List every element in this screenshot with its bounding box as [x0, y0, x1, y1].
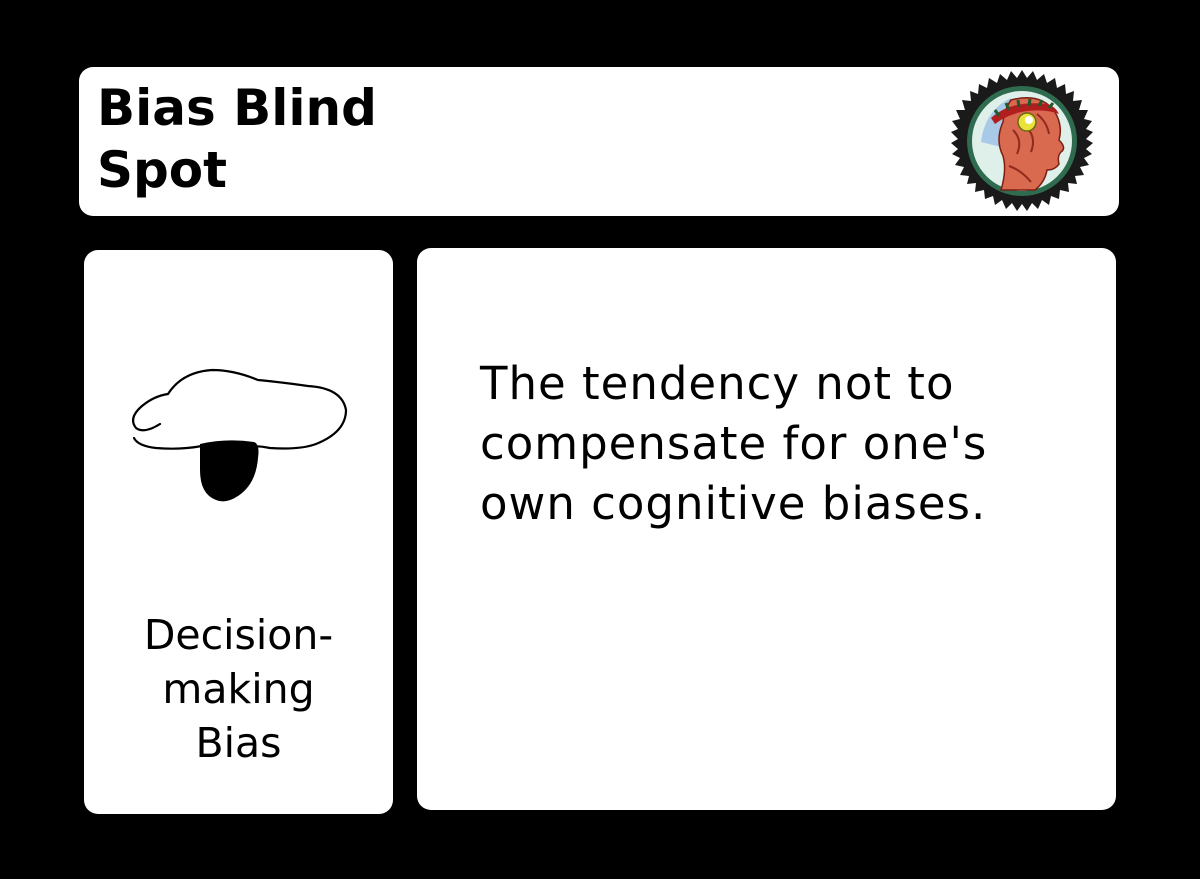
category-label-line-3: Bias: [195, 719, 282, 767]
eyepatch-patch: [200, 440, 259, 502]
card-title: Bias Blind Spot: [97, 77, 497, 201]
card-title-line-2: Spot: [97, 141, 228, 199]
description-text: The tendency not to compensate for one's…: [480, 357, 988, 530]
emblem-pupil: [1025, 116, 1033, 124]
card-title-line-1: Bias Blind: [97, 79, 377, 137]
emblem-face-texture: [1008, 113, 1050, 183]
title-card: Bias Blind Spot: [79, 67, 1119, 216]
description-card: The tendency not to compensate for one's…: [417, 248, 1116, 810]
eyepatch-icon: [131, 368, 348, 502]
category-label-line-1: Decision-: [143, 611, 334, 659]
emblem-face: [998, 97, 1065, 191]
laurel-head-emblem-icon: [951, 70, 1093, 211]
category-card: Decision- making Bias: [84, 250, 393, 814]
emblem-laurel-leaves: [993, 98, 1055, 117]
eyepatch-strap: [131, 368, 348, 450]
category-label-line-2: making: [162, 665, 315, 713]
category-label: Decision- making Bias: [84, 608, 393, 770]
